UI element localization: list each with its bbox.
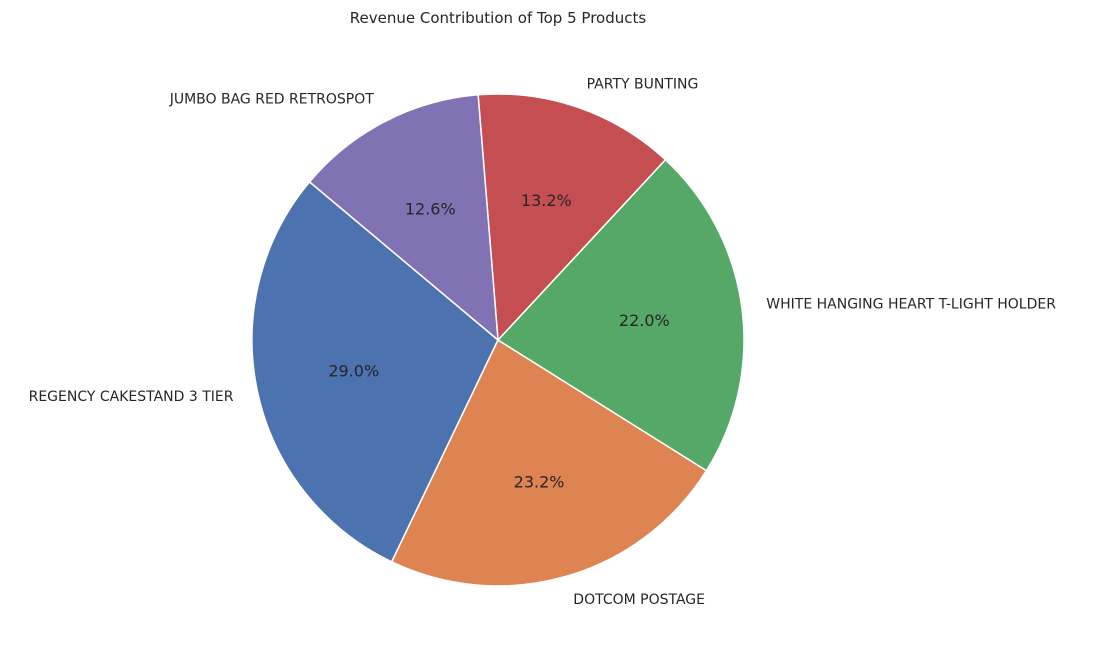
percent-label-regency-cakestand-3-tier: 29.0% <box>328 362 379 381</box>
slice-label-party-bunting: PARTY BUNTING <box>587 76 699 92</box>
pie-slice-white-hanging-heart-t-light-holder <box>497 158 745 472</box>
slice-label-regency-cakestand-3-tier: REGENCY CAKESTAND 3 TIER <box>29 389 234 405</box>
pie-slice-dotcom-postage <box>390 339 708 587</box>
percent-label-jumbo-bag-red-retrospot: 12.6% <box>405 199 456 218</box>
pie-slice-party-bunting <box>477 93 667 341</box>
chart-title: Revenue Contribution of Top 5 Products <box>350 9 647 27</box>
slice-label-white-hanging-heart-t-light-holder: WHITE HANGING HEART T-LIGHT HOLDER <box>766 297 1056 313</box>
pie-slice-jumbo-bag-red-retrospot <box>308 94 499 341</box>
pie-slices <box>251 93 745 587</box>
percent-label-dotcom-postage: 23.2% <box>514 472 565 491</box>
percent-label-white-hanging-heart-t-light-holder: 22.0% <box>619 311 670 330</box>
pie-labels: REGENCY CAKESTAND 3 TIER 29.0% DOTCOM POST… <box>29 76 1057 608</box>
slice-label-jumbo-bag-red-retrospot: JUMBO BAG RED RETROSPOT <box>169 92 375 108</box>
slice-label-dotcom-postage: DOTCOM POSTAGE <box>573 592 705 608</box>
percent-label-party-bunting: 13.2% <box>521 191 572 210</box>
